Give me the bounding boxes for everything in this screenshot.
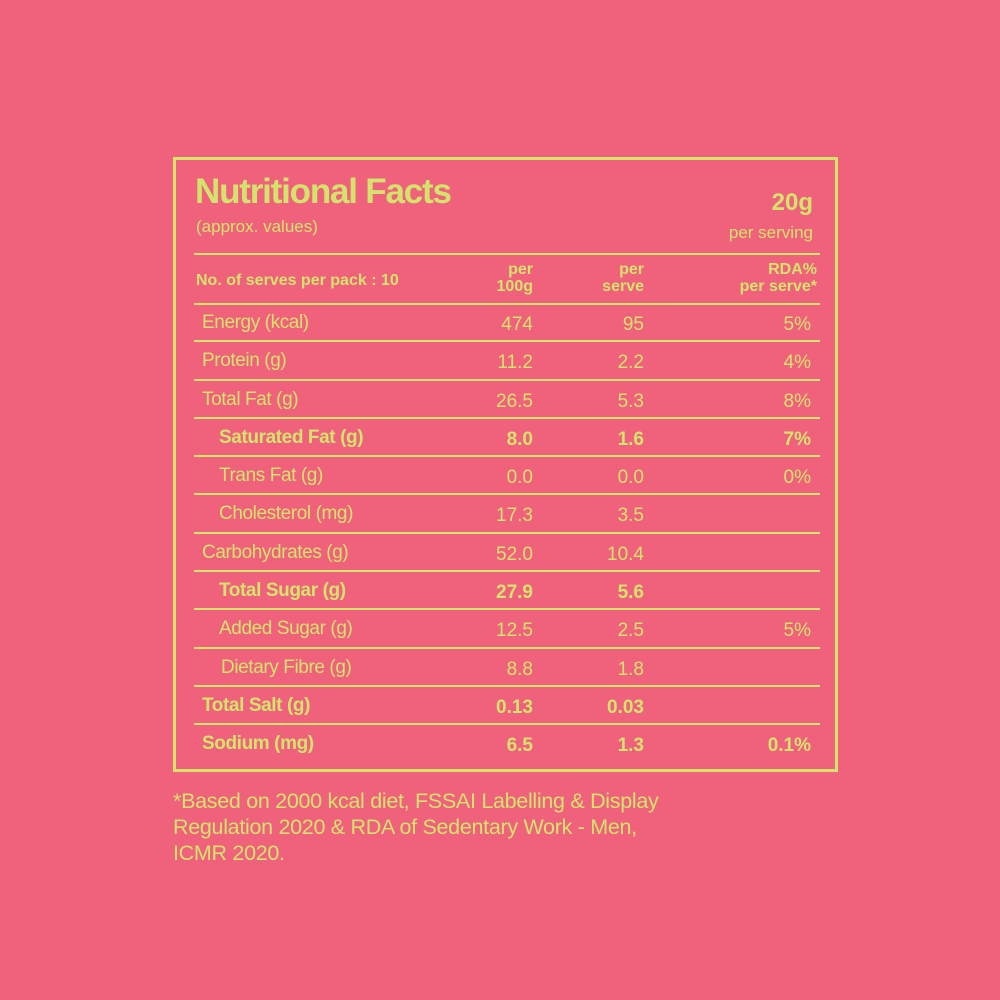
value-rda: 0.1% bbox=[767, 735, 811, 757]
value-per-100g: 474 bbox=[501, 314, 533, 335]
column-header-per-100g: per 100g bbox=[497, 261, 533, 295]
value-per-serve: 95 bbox=[622, 314, 644, 335]
value-per-100g: 26.5 bbox=[496, 390, 533, 412]
nutrient-label: Carbohydrates (g) bbox=[202, 541, 349, 563]
value-per-100g: 27.9 bbox=[496, 582, 533, 604]
panel-subtitle: (approx. values) bbox=[196, 217, 318, 236]
footnote-line: ICMR 2020. bbox=[173, 841, 285, 865]
value-per-serve: 2.5 bbox=[617, 620, 644, 642]
value-per-serve: 1.3 bbox=[617, 735, 644, 757]
value-per-serve: 2.2 bbox=[617, 352, 644, 374]
serving-amount: 20g bbox=[771, 189, 813, 216]
table-row: Total Fat (g) 26.5 5.3 8% bbox=[194, 381, 820, 419]
column-header-line: per bbox=[508, 261, 533, 278]
column-header-line: serve bbox=[602, 278, 644, 295]
table-row: Total Sugar (g) 27.9 5.6 bbox=[194, 572, 820, 611]
table-row: Carbohydrates (g) 52.0 10.4 bbox=[194, 534, 820, 573]
value-per-serve: 5.6 bbox=[617, 582, 644, 604]
column-header-line: 100g bbox=[496, 278, 533, 295]
value-rda: 8% bbox=[783, 390, 811, 412]
value-per-serve: 1.6 bbox=[617, 428, 644, 450]
value-rda: 4% bbox=[783, 352, 811, 374]
table-row: Dietary Fibre (g) 8.8 1.8 bbox=[194, 649, 820, 687]
value-per-100g: 17.3 bbox=[496, 505, 533, 527]
column-header-line: per serve* bbox=[739, 278, 817, 295]
nutrient-label: Saturated Fat (g) bbox=[219, 426, 364, 448]
value-per-100g: 12.5 bbox=[496, 620, 533, 642]
nutrient-label: Dietary Fibre (g) bbox=[221, 656, 352, 678]
nutrient-label: Total Salt (g) bbox=[202, 694, 311, 716]
value-per-serve: 3.5 bbox=[617, 505, 644, 527]
panel-title: Nutritional Facts bbox=[195, 172, 452, 211]
value-per-100g: 8.8 bbox=[506, 658, 533, 680]
value-per-serve: 0.03 bbox=[607, 696, 644, 718]
table-row: Total Salt (g) 0.13 0.03 bbox=[194, 687, 820, 726]
nutrient-label: Energy (kcal) bbox=[202, 312, 309, 333]
value-per-100g: 0.13 bbox=[496, 696, 533, 718]
nutrient-label: Added Sugar (g) bbox=[219, 618, 353, 640]
table-row: Saturated Fat (g) 8.0 1.6 7% bbox=[194, 419, 820, 458]
table-row: Cholesterol (mg) 17.3 3.5 bbox=[194, 495, 820, 534]
value-per-100g: 52.0 bbox=[496, 543, 533, 565]
value-rda: 5% bbox=[783, 620, 811, 642]
table-row: Sodium (mg) 6.5 1.3 0.1% bbox=[194, 725, 820, 763]
divider bbox=[194, 253, 820, 255]
table-row: Protein (g) 11.2 2.2 4% bbox=[194, 342, 820, 381]
footnote: *Based on 2000 kcal diet, FSSAI Labellin… bbox=[173, 788, 853, 866]
footnote-line: *Based on 2000 kcal diet, FSSAI Labellin… bbox=[173, 789, 659, 813]
divider bbox=[194, 303, 820, 305]
column-header-line: RDA% bbox=[768, 261, 817, 278]
column-header-rda: RDA% per serve* bbox=[740, 261, 817, 295]
column-header-line: per bbox=[619, 261, 644, 278]
nutrient-label: Trans Fat (g) bbox=[219, 465, 323, 487]
serving-label: per serving bbox=[728, 223, 813, 242]
value-per-serve: 0.0 bbox=[617, 467, 644, 489]
value-rda: 0% bbox=[783, 467, 811, 489]
value-per-100g: 11.2 bbox=[497, 352, 533, 374]
value-per-serve: 10.4 bbox=[607, 543, 644, 565]
value-rda: 5% bbox=[783, 314, 811, 335]
nutrient-label: Sodium (mg) bbox=[202, 733, 314, 755]
value-per-serve: 1.8 bbox=[617, 658, 644, 680]
value-per-serve: 5.3 bbox=[617, 390, 644, 412]
nutrient-label: Cholesterol (mg) bbox=[219, 503, 354, 525]
value-per-100g: 8.0 bbox=[506, 428, 533, 450]
nutrient-table: Energy (kcal) 474 95 5% Protein (g) 11.2 2.2 4%… bbox=[194, 304, 820, 764]
nutrient-label: Protein (g) bbox=[202, 350, 287, 372]
footnote-line: Regulation 2020 & RDA of Sedentary Work … bbox=[173, 815, 637, 839]
value-per-100g: 6.5 bbox=[506, 735, 533, 757]
nutrient-label: Total Fat (g) bbox=[202, 388, 299, 410]
value-rda: 7% bbox=[783, 428, 811, 450]
table-row: Trans Fat (g) 0.0 0.0 0% bbox=[194, 457, 820, 496]
nutrient-label: Total Sugar (g) bbox=[219, 580, 346, 602]
table-row: Energy (kcal) 474 95 5% bbox=[194, 304, 820, 343]
nutrition-facts-panel: Nutritional Facts (approx. values) 20g p… bbox=[173, 157, 838, 772]
column-header-row: No. of serves per pack : 10 per 100g per… bbox=[194, 258, 820, 304]
table-row: Added Sugar (g) 12.5 2.5 5% bbox=[194, 610, 820, 649]
serves-per-pack: No. of serves per pack : 10 bbox=[196, 272, 399, 289]
value-per-100g: 0.0 bbox=[506, 467, 533, 489]
column-header-per-serve: per serve bbox=[602, 261, 644, 295]
